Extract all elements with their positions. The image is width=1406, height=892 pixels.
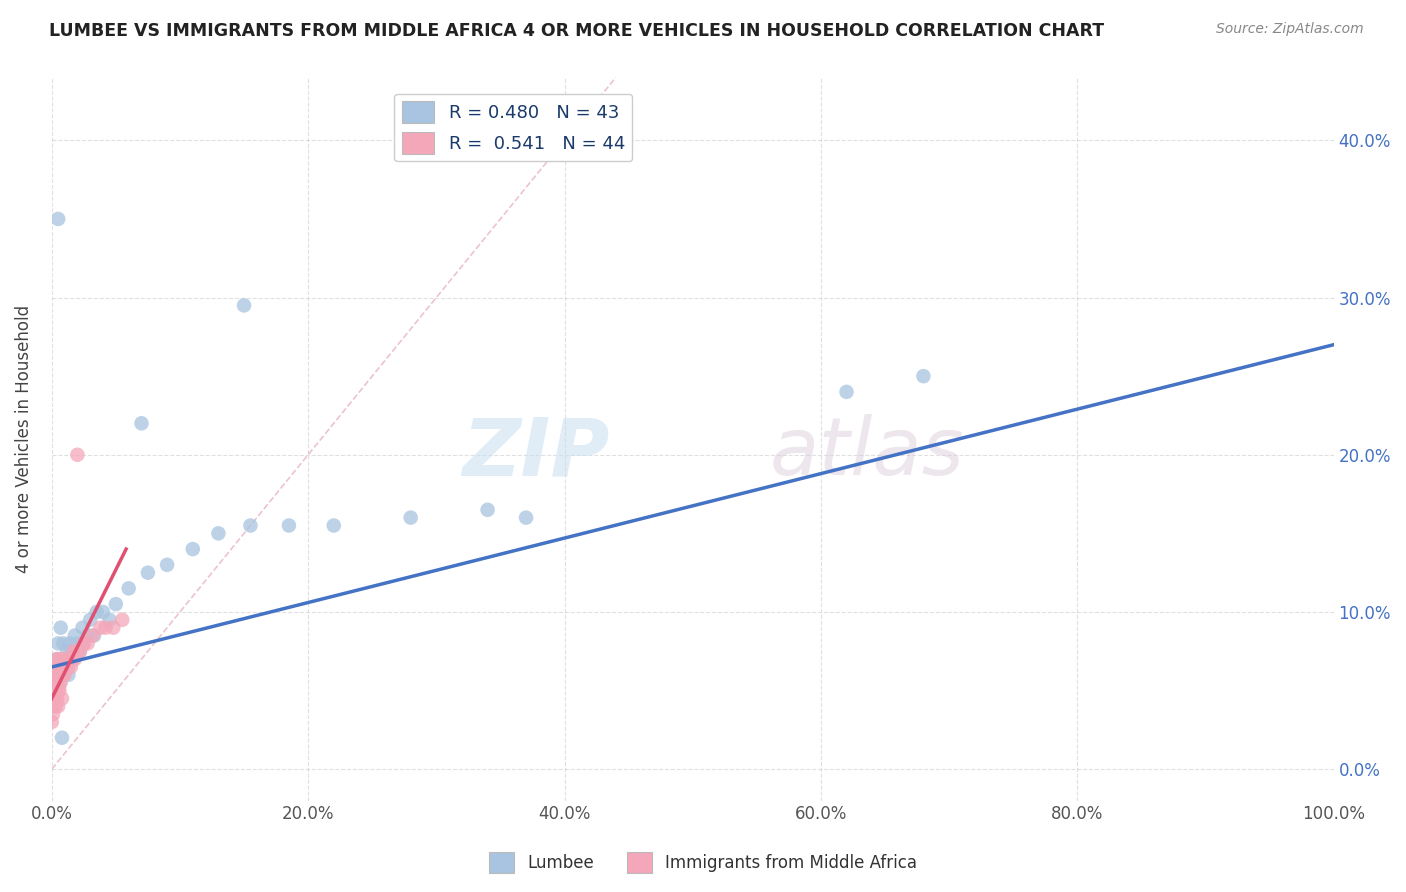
Point [156,558,179,572]
Point [233,298,256,312]
Point [42,699,65,714]
Point [56,652,79,666]
Point [44,691,66,706]
Point [91,605,114,619]
Point [49,660,72,674]
Point [48,652,70,666]
Point [59,644,82,658]
Point [63,652,86,666]
Text: Source: ZipAtlas.com: Source: ZipAtlas.com [1216,22,1364,37]
Point [58,660,80,674]
Point [45,699,67,714]
Point [48,675,70,690]
Point [73,636,96,650]
Point [52,660,75,674]
Point [59,636,82,650]
Point [45,652,67,666]
Point [912,369,935,384]
Point [131,417,153,431]
Text: ZIP: ZIP [463,415,609,492]
Point [103,621,125,635]
Point [58,668,80,682]
Point [277,518,299,533]
Point [45,668,67,682]
Point [66,644,89,658]
Point [55,660,77,674]
Point [41,714,63,729]
Point [76,628,98,642]
Point [46,660,69,674]
Text: atlas: atlas [769,415,965,492]
Point [45,683,67,698]
Point [45,652,67,666]
Point [49,621,72,635]
Point [239,518,262,533]
Point [51,652,73,666]
Point [62,644,84,658]
Point [98,613,121,627]
Point [82,628,104,642]
Point [515,510,537,524]
Point [94,621,117,635]
Point [51,660,73,674]
Point [55,660,77,674]
Point [69,644,91,658]
Point [477,502,499,516]
Point [41,675,63,690]
Point [118,582,141,596]
Point [83,628,105,642]
Point [44,675,66,690]
Point [59,652,82,666]
Point [51,691,73,706]
Point [136,566,159,580]
Point [66,636,89,650]
Legend: R = 0.480   N = 43, R =  0.541   N = 44: R = 0.480 N = 43, R = 0.541 N = 44 [394,94,633,161]
Point [835,384,858,399]
Point [399,510,422,524]
Point [181,542,204,557]
Point [48,668,70,682]
Point [322,518,344,533]
Y-axis label: 4 or more Vehicles in Household: 4 or more Vehicles in Household [15,305,32,573]
Point [45,675,67,690]
Point [207,526,229,541]
Point [46,683,69,698]
Point [46,636,69,650]
Point [89,621,111,635]
Point [44,660,66,674]
Point [52,668,75,682]
Point [45,660,67,674]
Point [51,731,73,745]
Point [49,675,72,690]
Point [56,644,79,658]
Point [42,668,65,682]
Point [42,707,65,722]
Point [53,668,76,682]
Point [66,448,89,462]
Text: LUMBEE VS IMMIGRANTS FROM MIDDLE AFRICA 4 OR MORE VEHICLES IN HOUSEHOLD CORRELAT: LUMBEE VS IMMIGRANTS FROM MIDDLE AFRICA … [49,22,1104,40]
Point [79,613,101,627]
Point [86,605,108,619]
Point [63,628,86,642]
Point [59,660,82,674]
Point [76,636,98,650]
Point [48,683,70,698]
Point [72,621,94,635]
Point [104,597,127,611]
Point [73,636,96,650]
Point [52,636,75,650]
Point [46,699,69,714]
Point [111,613,134,627]
Legend: Lumbee, Immigrants from Middle Africa: Lumbee, Immigrants from Middle Africa [482,846,924,880]
Point [53,652,76,666]
Point [46,211,69,226]
Point [62,652,84,666]
Point [69,644,91,658]
Point [45,691,67,706]
